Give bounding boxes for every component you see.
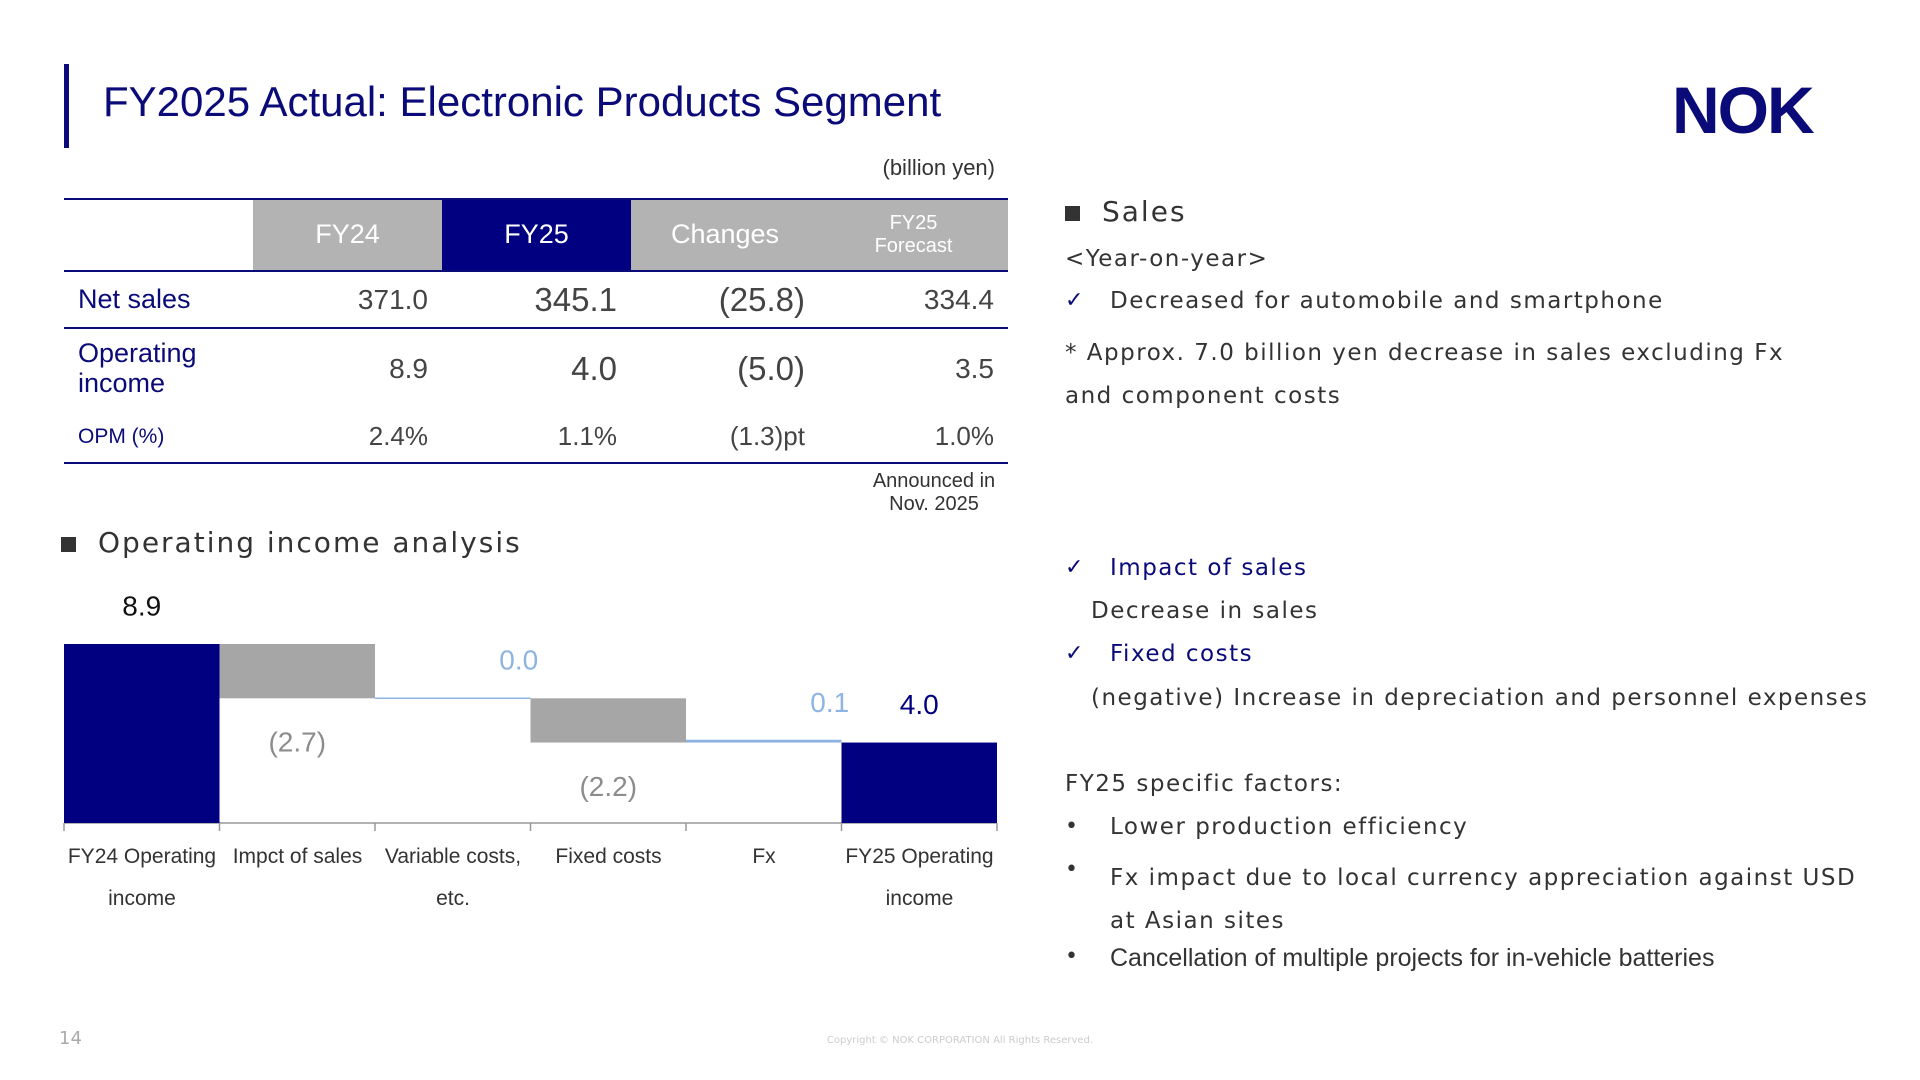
heading: FY25 specific factors: <box>1065 771 1344 797</box>
cell-value: (1.3)pt <box>729 421 805 451</box>
data-label: 0.0 <box>499 645 538 676</box>
header-text: FY25 Forecast <box>874 211 953 257</box>
bar <box>219 644 375 699</box>
cell-value: (5.0) <box>737 350 805 387</box>
heading: Sales <box>1102 195 1187 228</box>
page-number: 14 <box>59 1028 82 1049</box>
section-heading: Sales <box>1065 195 1187 228</box>
bullet: • <box>1065 857 1078 882</box>
logo: NOK <box>1672 73 1815 147</box>
x-tick-label: FY24 Operating income <box>67 845 217 910</box>
bar <box>530 698 686 743</box>
row-label: OPM (%) <box>78 424 165 448</box>
data-label: 0.1 <box>810 687 849 718</box>
cell-value: 3.5 <box>955 353 994 384</box>
cell-value: 371.0 <box>357 283 428 315</box>
unit-label: (billion yen) <box>882 155 996 180</box>
bar <box>841 742 997 823</box>
data-label: 8.9 <box>122 590 161 621</box>
data-label: (2.2) <box>579 771 637 802</box>
column-header: FY25 <box>442 198 631 271</box>
header-text: FY25 <box>504 219 569 249</box>
row-label: Operating income <box>78 338 197 398</box>
bullet: • <box>1065 814 1078 839</box>
title-accent <box>64 64 69 148</box>
bar <box>686 740 842 743</box>
cell-value: 345.1 <box>534 280 617 318</box>
x-tick-label: Fixed costs <box>555 845 662 868</box>
check-icon: ✓ <box>1065 555 1084 580</box>
column-header: FY25 Forecast <box>819 198 1008 271</box>
table-rule <box>64 327 1008 329</box>
table-rule <box>64 270 1008 272</box>
table-rule <box>64 462 1008 464</box>
cell-value: (25.8) <box>718 280 805 318</box>
list-item: Lower production efficiency <box>1110 814 1469 840</box>
chart-title: Operating income analysis <box>98 526 522 559</box>
cell-value: 334.4 <box>923 283 994 315</box>
text: Decreased for automobile and smartphone <box>1110 288 1664 314</box>
section-heading: Operating income analysis <box>61 526 522 559</box>
bar <box>64 644 220 823</box>
data-label: 4.0 <box>900 689 939 720</box>
heading: Fixed costs <box>1110 641 1254 667</box>
cell-value: 4.0 <box>571 350 617 387</box>
text: Decrease in sales <box>1091 598 1319 624</box>
text: (negative) Increase in depreciation and … <box>1091 685 1869 711</box>
cell-value: 2.4% <box>368 421 428 451</box>
chart: 8.9 (2.7) 0.0 (2.2) 0.1 4.0 <box>63 590 998 831</box>
cell-value: 8.9 <box>389 353 428 384</box>
list-item: Cancellation of multiple projects for in… <box>1110 944 1715 972</box>
text: * Approx. 7.0 billion yen decrease in sa… <box>1065 340 1785 409</box>
list-item: Fx impact due to local currency apprecia… <box>1110 865 1857 934</box>
copyright: Copyright © NOK CORPORATION All Rights R… <box>826 1035 1094 1046</box>
table-rule <box>64 198 1008 200</box>
check-icon: ✓ <box>1065 288 1084 313</box>
header-text: Changes <box>670 219 780 249</box>
text: <Year-on-year> <box>1065 246 1269 272</box>
row-label: Net sales <box>78 283 191 314</box>
heading: Impact of sales <box>1110 555 1308 581</box>
table-note: Announced in Nov. 2025 <box>872 470 996 515</box>
x-tick-label: FY25 Operating income <box>845 845 994 910</box>
cell-value: 1.1% <box>557 421 617 451</box>
header-text: FY24 <box>315 219 380 249</box>
x-tick-label: Variable costs, etc. <box>384 845 522 910</box>
cell-value: 1.0% <box>934 421 994 451</box>
title: FY2025 Actual: Electronic Products Segme… <box>103 78 942 125</box>
x-tick-label: Impct of sales <box>232 845 363 868</box>
column-header: FY24 <box>253 198 442 271</box>
x-tick-label: Fx <box>752 845 776 868</box>
bullet: • <box>1065 944 1078 969</box>
column-header: Changes <box>631 198 819 271</box>
check-icon: ✓ <box>1065 641 1084 666</box>
data-label: (2.7) <box>268 727 326 758</box>
